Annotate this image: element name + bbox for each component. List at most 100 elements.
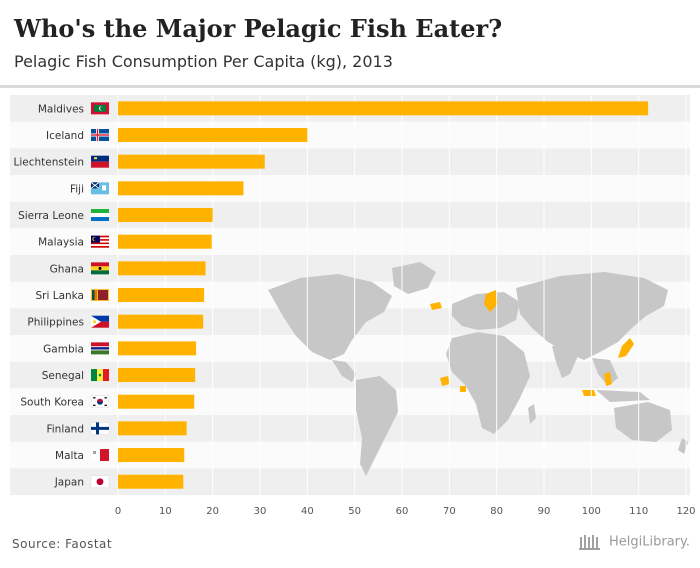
bar-ghana bbox=[118, 261, 206, 276]
chart-svg: Maldives Iceland Liechtenstein Fiji Sierra L… bbox=[10, 95, 696, 517]
x-tick-label: 70 bbox=[443, 506, 456, 517]
bar-maldives bbox=[118, 101, 649, 116]
chart: Maldives Iceland Liechtenstein Fiji Sierra L… bbox=[0, 90, 700, 520]
page-subtitle: Pelagic Fish Consumption Per Capita (kg)… bbox=[14, 52, 393, 71]
row-stripe bbox=[10, 228, 690, 256]
bars bbox=[118, 101, 649, 489]
x-tick-label: 10 bbox=[159, 506, 172, 517]
row-stripe bbox=[10, 175, 690, 202]
category-label: Sri Lanka bbox=[35, 290, 84, 302]
map-highlight-malaysia bbox=[582, 390, 596, 396]
category-labels: Maldives Iceland Liechtenstein Fiji Sierra L… bbox=[13, 103, 84, 488]
row-stripe bbox=[10, 201, 690, 229]
flag-fiji-icon bbox=[90, 181, 109, 195]
map-highlight-japan bbox=[618, 338, 634, 358]
x-tick-label: 20 bbox=[206, 506, 219, 517]
map-australia bbox=[614, 402, 672, 442]
header: Who's the Major Pelagic Fish Eater? Pela… bbox=[0, 0, 700, 90]
category-label: Malaysia bbox=[38, 237, 84, 249]
bar-malaysia bbox=[118, 234, 212, 249]
flag-sri-lanka-icon bbox=[91, 289, 109, 302]
x-axis-ticks: 0 10 20 30 40 50 60 70 80 90 100 110 120 bbox=[115, 506, 696, 517]
category-label: Gambia bbox=[43, 343, 84, 355]
x-tick-label: 90 bbox=[538, 506, 551, 517]
map-highlight-philippines bbox=[604, 372, 612, 386]
category-label: Senegal bbox=[42, 370, 84, 382]
library-columns-icon bbox=[578, 535, 600, 550]
bar-gambia bbox=[118, 341, 197, 356]
flag-ghana-icon bbox=[91, 262, 109, 275]
row-stripe bbox=[10, 415, 690, 442]
flag-south-korea-icon bbox=[90, 395, 110, 408]
bar-senegal bbox=[118, 368, 196, 383]
map-africa bbox=[446, 332, 530, 434]
category-label: Fiji bbox=[70, 183, 84, 195]
world-map-illustration bbox=[268, 262, 688, 476]
bar-liechtenstein bbox=[118, 154, 265, 169]
flag-finland-icon bbox=[90, 422, 110, 435]
row-stripe bbox=[10, 468, 690, 496]
flag-japan-icon bbox=[90, 475, 110, 488]
bar-japan bbox=[118, 474, 184, 489]
flag-malaysia-icon bbox=[91, 235, 109, 248]
bar-philippines bbox=[118, 314, 204, 329]
map-indonesia bbox=[596, 390, 650, 402]
row-stripe bbox=[10, 148, 690, 176]
flag-maldives-icon bbox=[91, 102, 109, 115]
map-north-america bbox=[268, 274, 392, 360]
x-tick-label: 30 bbox=[254, 506, 267, 517]
bar-south-korea bbox=[118, 394, 195, 409]
flag-sierra-leone-icon bbox=[91, 209, 109, 222]
category-label: Maldives bbox=[38, 103, 84, 115]
x-tick-label: 50 bbox=[348, 506, 361, 517]
bar-finland bbox=[118, 421, 187, 436]
bar-malta bbox=[118, 448, 185, 463]
source-note: Source: Faostat bbox=[12, 537, 113, 551]
header-divider bbox=[0, 85, 700, 88]
map-europe bbox=[452, 292, 520, 330]
flag-iceland-icon bbox=[91, 129, 109, 142]
brand-logo: HelgiLibrary. bbox=[578, 534, 690, 550]
x-tick-label: 120 bbox=[676, 506, 695, 517]
category-label: Philippines bbox=[27, 317, 84, 329]
map-southeast-asia bbox=[592, 358, 618, 386]
flag-liechtenstein-icon bbox=[91, 155, 109, 168]
bar-iceland bbox=[118, 128, 308, 143]
x-tick-label: 60 bbox=[396, 506, 409, 517]
map-south-america bbox=[356, 376, 398, 476]
bar-sri-lanka bbox=[118, 288, 205, 303]
x-tick-label: 40 bbox=[301, 506, 314, 517]
x-tick-label: 0 bbox=[115, 506, 121, 517]
map-greenland bbox=[392, 262, 436, 294]
flag-philippines-icon bbox=[91, 315, 109, 328]
map-highlight-finland bbox=[484, 290, 498, 312]
bar-sierra-leone bbox=[118, 208, 213, 223]
category-label: Sierra Leone bbox=[18, 210, 84, 222]
category-label: Malta bbox=[55, 450, 84, 462]
map-highlight-iceland bbox=[430, 302, 442, 310]
row-stripe bbox=[10, 121, 690, 149]
page-title: Who's the Major Pelagic Fish Eater? bbox=[14, 14, 503, 43]
map-highlight-ghana bbox=[460, 386, 466, 392]
category-label: Japan bbox=[54, 477, 84, 489]
flag-senegal-icon bbox=[91, 369, 109, 382]
category-label: Liechtenstein bbox=[13, 157, 84, 169]
category-label: Finland bbox=[46, 423, 84, 435]
flags bbox=[90, 102, 110, 488]
brand-name: HelgiLibrary. bbox=[609, 534, 690, 550]
x-tick-label: 100 bbox=[582, 506, 601, 517]
map-central-america bbox=[332, 360, 356, 382]
map-asia bbox=[516, 272, 668, 360]
category-label: South Korea bbox=[20, 397, 84, 409]
footer: Source: Faostat HelgiLibrary. bbox=[0, 524, 700, 568]
flag-gambia-icon bbox=[91, 342, 109, 355]
map-madagascar bbox=[528, 404, 536, 424]
bar-fiji bbox=[118, 181, 244, 196]
map-highlight-west-africa bbox=[440, 376, 450, 386]
x-tick-label: 110 bbox=[629, 506, 648, 517]
x-tick-label: 80 bbox=[490, 506, 503, 517]
row-stripe bbox=[10, 441, 690, 469]
flag-malta-icon bbox=[91, 449, 109, 462]
category-label: Ghana bbox=[50, 263, 84, 275]
category-label: Iceland bbox=[46, 130, 84, 142]
